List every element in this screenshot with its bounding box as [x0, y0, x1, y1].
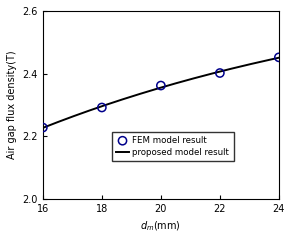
FEM model result: [159, 84, 163, 87]
Legend: FEM model result, proposed model result: FEM model result, proposed model result: [112, 132, 234, 161]
X-axis label: $d_{m}$(mm): $d_{m}$(mm): [140, 219, 181, 233]
FEM model result: [218, 71, 222, 75]
FEM model result: [100, 106, 104, 109]
proposed model result: [255, 61, 258, 64]
proposed model result: [41, 126, 45, 129]
proposed model result: [181, 80, 184, 83]
FEM model result: [41, 126, 45, 130]
Y-axis label: Air gap flux density(T): Air gap flux density(T): [7, 51, 17, 159]
proposed model result: [185, 79, 189, 82]
FEM model result: [277, 55, 281, 59]
proposed model result: [42, 126, 45, 129]
proposed model result: [277, 56, 281, 59]
proposed model result: [182, 80, 185, 83]
Line: proposed model result: proposed model result: [43, 58, 279, 128]
proposed model result: [240, 65, 244, 68]
